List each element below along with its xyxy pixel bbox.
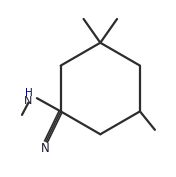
Text: H: H [25,88,32,98]
Text: N: N [41,142,50,155]
Text: N: N [24,96,33,106]
